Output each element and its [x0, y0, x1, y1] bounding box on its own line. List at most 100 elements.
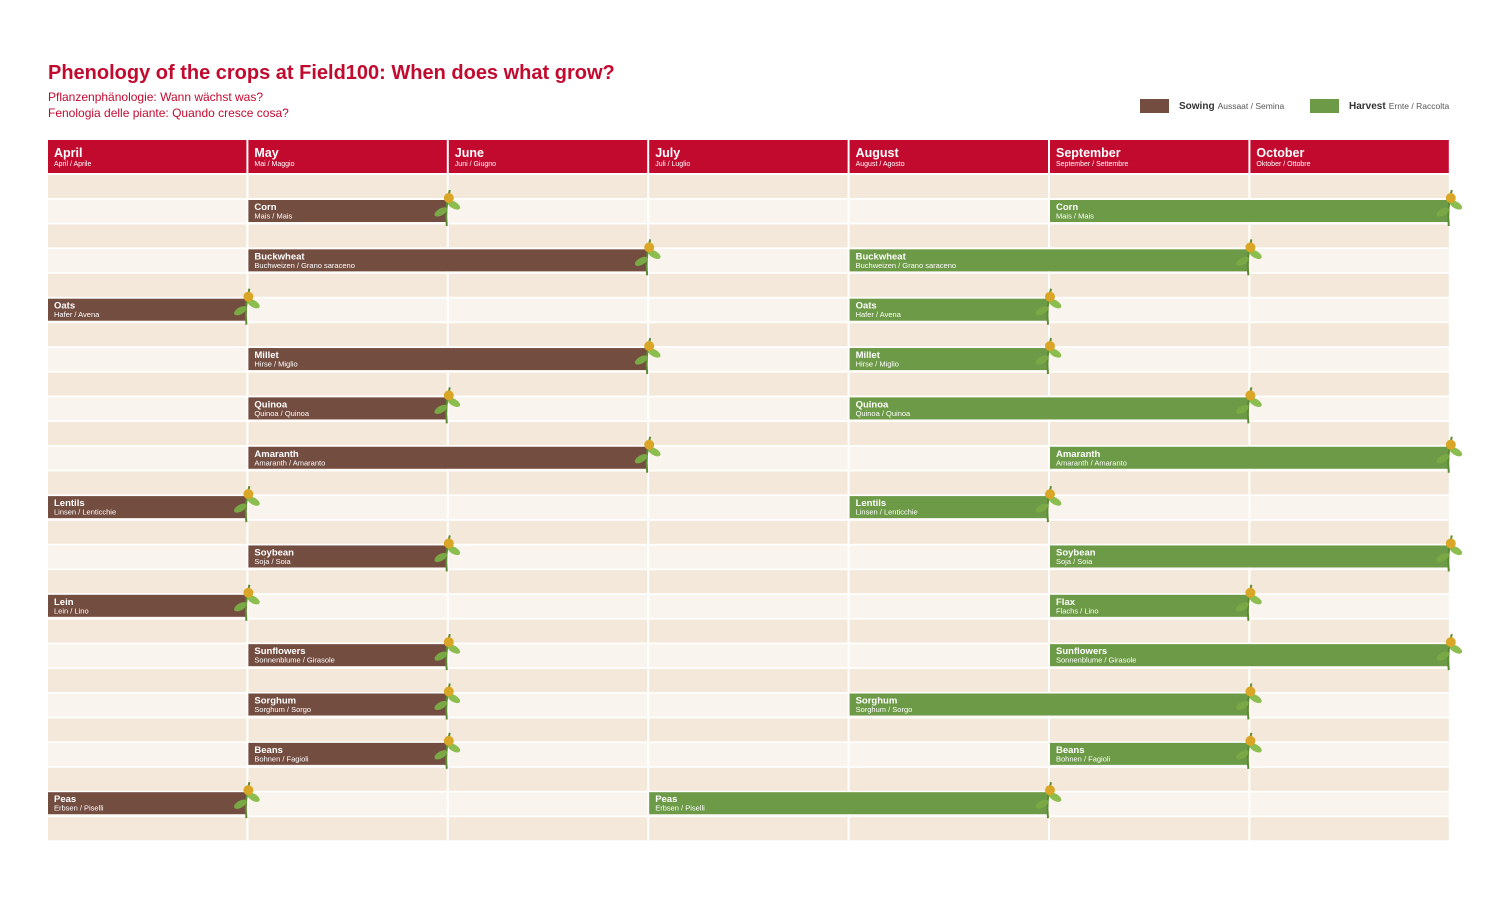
row-band — [248, 594, 447, 618]
row-band — [1250, 520, 1449, 544]
row-band — [48, 422, 247, 445]
row-band — [849, 817, 1048, 841]
row-band — [48, 743, 247, 767]
month-sublabel: August / Agosto — [856, 161, 905, 168]
row-band — [649, 693, 848, 717]
row-band — [1250, 817, 1449, 841]
amaranth-icon — [634, 436, 661, 473]
harvest-label: Lentils — [856, 498, 887, 509]
legend-harvest-swatch — [1310, 99, 1339, 113]
row-band — [48, 372, 247, 396]
sowing-label: Sorghum — [254, 696, 296, 707]
lentils-icon — [1035, 485, 1062, 523]
row-band — [1250, 249, 1449, 273]
row-band — [849, 743, 1048, 767]
row-band — [1250, 471, 1449, 495]
row-band — [649, 545, 848, 569]
row-band — [1050, 372, 1249, 396]
row-band — [1050, 347, 1249, 371]
row-band — [248, 718, 447, 742]
row-band — [48, 718, 247, 742]
sowing-label: Beans — [254, 745, 283, 756]
row-band — [1250, 767, 1449, 791]
row-band — [649, 273, 848, 297]
row-band — [48, 570, 247, 594]
sowing-label: Sunflowers — [254, 646, 305, 657]
sowing-bar — [248, 249, 648, 272]
buckwheat-icon — [634, 239, 661, 276]
month-sublabel: Oktober / Ottobre — [1256, 161, 1310, 168]
row-band — [248, 372, 447, 396]
row-band — [649, 224, 848, 248]
sowing-label: Millet — [254, 350, 279, 361]
sowing-sublabel: Lein / Lino — [54, 606, 89, 615]
row-band — [849, 594, 1048, 618]
peas-icon — [1035, 781, 1062, 819]
row-band — [48, 545, 247, 569]
row-band — [448, 199, 648, 223]
row-band — [448, 496, 648, 520]
month-label: April — [54, 146, 82, 160]
row-band — [1050, 669, 1249, 692]
row-band — [849, 372, 1048, 396]
harvest-sublabel: Hafer / Avena — [856, 310, 902, 319]
month-label: October — [1256, 146, 1304, 160]
harvest-label: Beans — [1056, 745, 1085, 756]
row-band — [448, 323, 648, 347]
row-band — [448, 471, 648, 495]
sowing-sublabel: Hirse / Miglio — [254, 360, 297, 369]
row-band — [48, 323, 247, 347]
row-band — [649, 323, 848, 347]
sowing-bar — [48, 298, 247, 321]
row-band — [448, 767, 648, 791]
sowing-bar — [248, 200, 447, 222]
harvest-bar — [1050, 545, 1449, 568]
row-band — [1250, 693, 1449, 717]
row-band — [48, 693, 247, 717]
row-band — [448, 520, 648, 544]
row-band — [1250, 496, 1449, 520]
row-band — [849, 175, 1048, 198]
harvest-bar — [849, 397, 1249, 420]
row-band — [849, 570, 1048, 594]
row-band — [649, 347, 848, 371]
beans-icon — [434, 732, 461, 769]
soybean-icon — [434, 535, 461, 572]
row-band — [248, 175, 447, 198]
row-band — [248, 520, 447, 544]
row-band — [448, 175, 648, 198]
row-band — [448, 273, 648, 297]
sowing-bar — [248, 644, 447, 667]
row-band — [1250, 743, 1449, 767]
row-band — [448, 298, 648, 322]
harvest-bar — [649, 792, 1048, 815]
row-band — [649, 817, 848, 841]
harvest-label: Soybean — [1056, 547, 1096, 558]
row-band — [649, 422, 848, 445]
legend-sowing: Sowing Aussaat / Semina — [1140, 99, 1284, 113]
legend-sowing-sub: Aussaat / Semina — [1217, 101, 1285, 111]
row-band — [248, 422, 447, 445]
row-band — [448, 397, 648, 421]
sowing-sublabel: Erbsen / Piselli — [54, 804, 104, 813]
subtitle-german: Pflanzenphänologie: Wann wächst was? — [48, 90, 264, 104]
row-band — [248, 792, 447, 816]
row-band — [248, 619, 447, 643]
legend-harvest: Harvest Ernte / Raccolta — [1310, 99, 1449, 113]
row-band — [448, 669, 648, 692]
sowing-label: Oats — [54, 301, 75, 312]
harvest-bar — [849, 693, 1249, 716]
sowing-bar — [248, 742, 447, 765]
month-sublabel: Mai / Maggio — [254, 161, 294, 168]
row-band — [849, 545, 1048, 569]
row-band — [849, 644, 1048, 668]
oats-icon — [234, 288, 260, 325]
row-band — [649, 199, 848, 223]
row-band — [448, 817, 648, 841]
row-band — [1050, 619, 1249, 643]
quinoa-icon — [434, 387, 461, 424]
harvest-sublabel: Amaranth / Amaranto — [1056, 458, 1127, 467]
harvest-sublabel: Sorghum / Sorgo — [856, 705, 913, 714]
harvest-sublabel: Erbsen / Piselli — [655, 804, 705, 813]
sowing-label: Lein — [54, 597, 74, 608]
